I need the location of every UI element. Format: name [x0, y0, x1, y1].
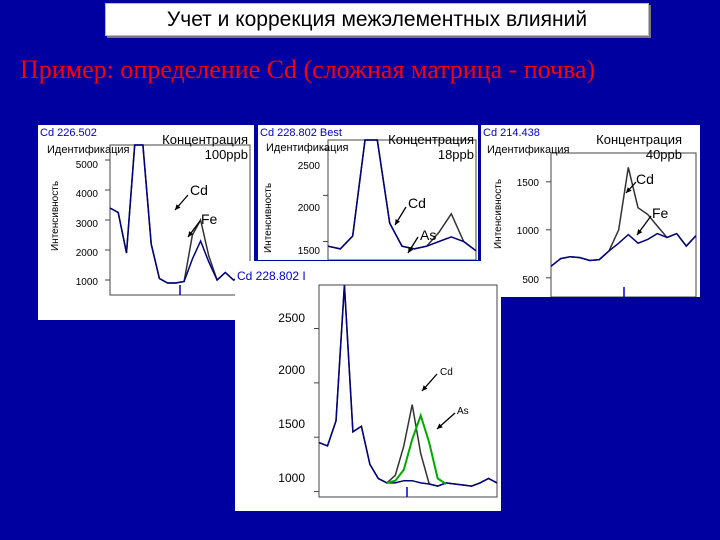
chart-1-concentration-value: 100ppb	[204, 147, 248, 162]
chart-1-series-line-1	[109, 144, 251, 284]
chart-3-identification-label: Идентификация	[487, 144, 570, 156]
chart-3-tick-label: 500	[522, 275, 539, 286]
chart-2-tick-label: 2500	[297, 161, 320, 172]
chart-2-y-axis-label: Интенсивность	[263, 182, 274, 253]
chart-3-y-axis-label: Интенсивность	[493, 178, 504, 249]
chart-1-concentration: Концентрация 100ppb	[162, 132, 248, 162]
chart-panel-1: Cd 226.502 Идентификация Концентрация 10…	[38, 125, 254, 320]
chart-4-title: Cd 228.802 I	[237, 269, 306, 283]
chart-panel-4: Cd 228.802 I 1000 1500 2000 2500 Cd As	[235, 261, 501, 511]
chart-4-annotation-arrowhead	[437, 423, 443, 429]
chart-2-tick-label: 2000	[297, 203, 320, 214]
slide-subtitle: Пример: определение Cd (сложная матрица …	[20, 55, 596, 84]
chart-2-annotation-arrowhead	[395, 219, 401, 225]
chart-1-title: Cd 226.502	[40, 127, 97, 139]
chart-1-annotation-fe: Fe	[201, 211, 218, 227]
chart-4-annotation-as: As	[457, 406, 469, 417]
chart-4-annotation-arrowhead	[422, 385, 428, 391]
chart-4-series-line-3	[386, 412, 447, 485]
chart-4-annotation-cd: Cd	[440, 367, 453, 378]
chart-3-annotation-arrowhead	[637, 229, 643, 235]
chart-1-tick-label: 3000	[75, 219, 98, 230]
chart-3-tick-label: 1500	[516, 178, 539, 189]
chart-2-concentration: Концентрация 18ppb	[388, 132, 474, 162]
chart-4-tick-label: 1500	[278, 417, 305, 431]
chart-2-series-line-2	[327, 139, 477, 252]
chart-1-series-line-2	[109, 144, 251, 284]
chart-3-annotation-fe: Fe	[652, 205, 669, 221]
chart-2-tick-label: 1500	[297, 246, 320, 257]
chart-2-title: Cd 228.802 Best	[260, 127, 342, 139]
chart-1-plot	[105, 144, 251, 296]
chart-1-concentration-label: Концентрация	[162, 132, 248, 147]
chart-3-title: Cd 214.438	[483, 127, 540, 139]
chart-2-frame	[327, 139, 477, 260]
chart-3-plot	[546, 152, 697, 297]
chart-1-y-axis-label: Интенсивность	[50, 180, 61, 251]
chart-4-series-line-2	[318, 284, 498, 487]
chart-1-tick-label: 4000	[75, 189, 98, 200]
chart-2-concentration-value: 18ppb	[437, 147, 474, 162]
chart-4-tick-label: 1000	[278, 471, 305, 485]
chart-3-series-line-1	[550, 167, 697, 267]
chart-1-tick-label: 2000	[75, 248, 98, 259]
chart-1-identification-label: Идентификация	[47, 144, 130, 156]
chart-1-annotation-arrowhead	[188, 231, 194, 237]
chart-2-annotation-arrowhead	[408, 247, 414, 253]
chart-1-frame	[109, 144, 251, 296]
chart-2-plot	[323, 139, 477, 260]
chart-1-tick-label: 1000	[75, 277, 98, 288]
chart-4-plot	[314, 284, 498, 498]
chart-panel-2: Cd 228.802 Best Идентификация Концентрац…	[258, 125, 478, 260]
chart-3-series-line-2	[550, 232, 697, 267]
chart-3-concentration-value: 40ppb	[645, 147, 682, 162]
chart-3-concentration: Концентрация 40ppb	[596, 132, 682, 162]
chart-3-annotation-arrowhead	[626, 187, 632, 193]
chart-2-annotation-as: As	[420, 227, 437, 243]
chart-1-tick-label: 5000	[75, 160, 98, 171]
chart-4-tick-label: 2000	[278, 363, 305, 377]
chart-4-frame	[318, 284, 498, 498]
chart-3-tick-label: 1000	[516, 226, 539, 237]
chart-3-annotation-cd: Cd	[636, 171, 654, 187]
chart-1-annotation-arrowhead	[175, 204, 181, 210]
chart-2-annotation-cd: Cd	[408, 195, 426, 211]
slide-title: Учет и коррекция межэлементных влияний	[105, 3, 649, 36]
chart-3-frame	[550, 152, 697, 297]
chart-2-concentration-label: Концентрация	[388, 132, 474, 147]
chart-1-annotation-cd: Cd	[190, 182, 208, 198]
chart-2-identification-label: Идентификация	[266, 142, 349, 154]
chart-panel-3: Cd 214.438 Идентификация Концентрация 40…	[481, 125, 700, 297]
chart-3-concentration-label: Концентрация	[596, 132, 682, 147]
chart-4-tick-label: 2500	[278, 311, 305, 325]
